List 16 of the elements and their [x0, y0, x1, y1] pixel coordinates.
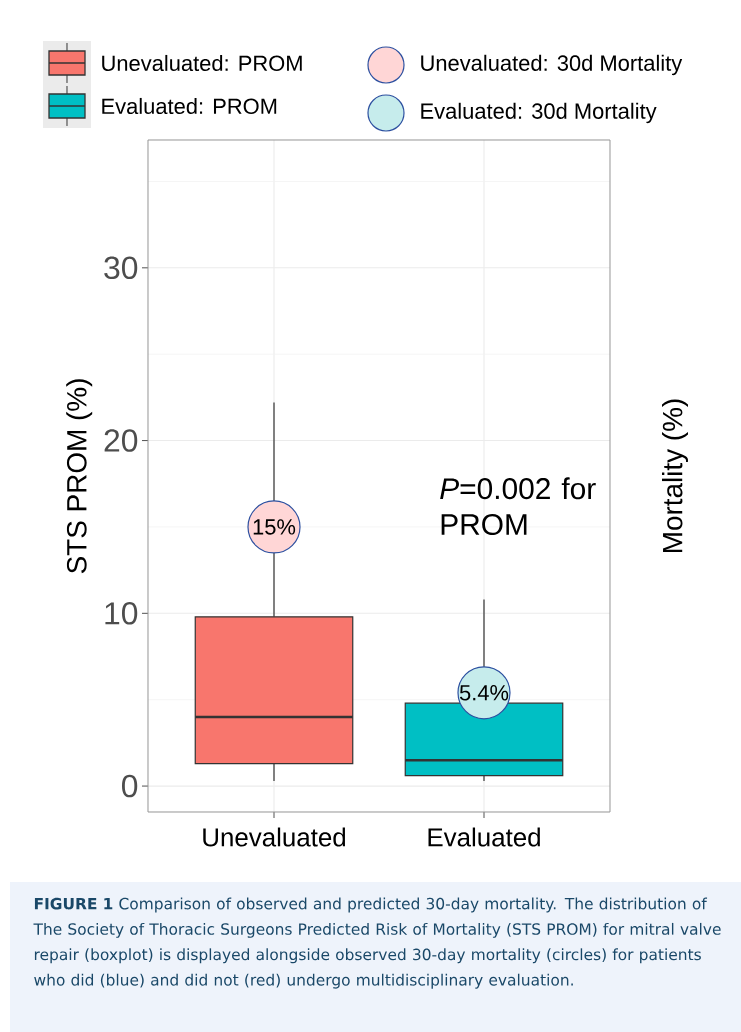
legend-label: Evaluated: 30d Mortality	[421, 102, 657, 124]
legend-label: Unevaluated: 30d Mortality	[421, 54, 683, 76]
x-tick-label: Unevaluated	[203, 827, 346, 847]
data-label: 15%	[253, 519, 296, 535]
legend-label: Unevaluated: PROM	[102, 54, 302, 72]
x-tick-label: Evaluated	[428, 827, 540, 847]
legend-label: Evaluated: PROM	[102, 97, 277, 115]
y-tick-label: 20	[104, 429, 138, 452]
annotation: P=0.002 for PROM	[440, 477, 596, 536]
y-tick-label: 10	[105, 602, 138, 625]
y-tick-label: 0	[122, 774, 138, 798]
data-label: 5.4%	[459, 685, 509, 701]
text: FIGURE 1 Comparison of observed and predicted 30-day mortality. The distribution of The Society of Thoracic Surgeons Predicted Risk of Mortality (STS PROM) for mitral valve repair (boxplot) is displayed alongside observed 30-day mortality (circles) for patients who did (blue) and did not (red) undergo multidisciplinary evaluation.	[33, 897, 721, 989]
y2-axis-title: Mortality (%)	[662, 399, 688, 552]
y-tick-label: 30	[104, 256, 138, 280]
y-axis-title: STS PROM (%)	[66, 379, 93, 574]
